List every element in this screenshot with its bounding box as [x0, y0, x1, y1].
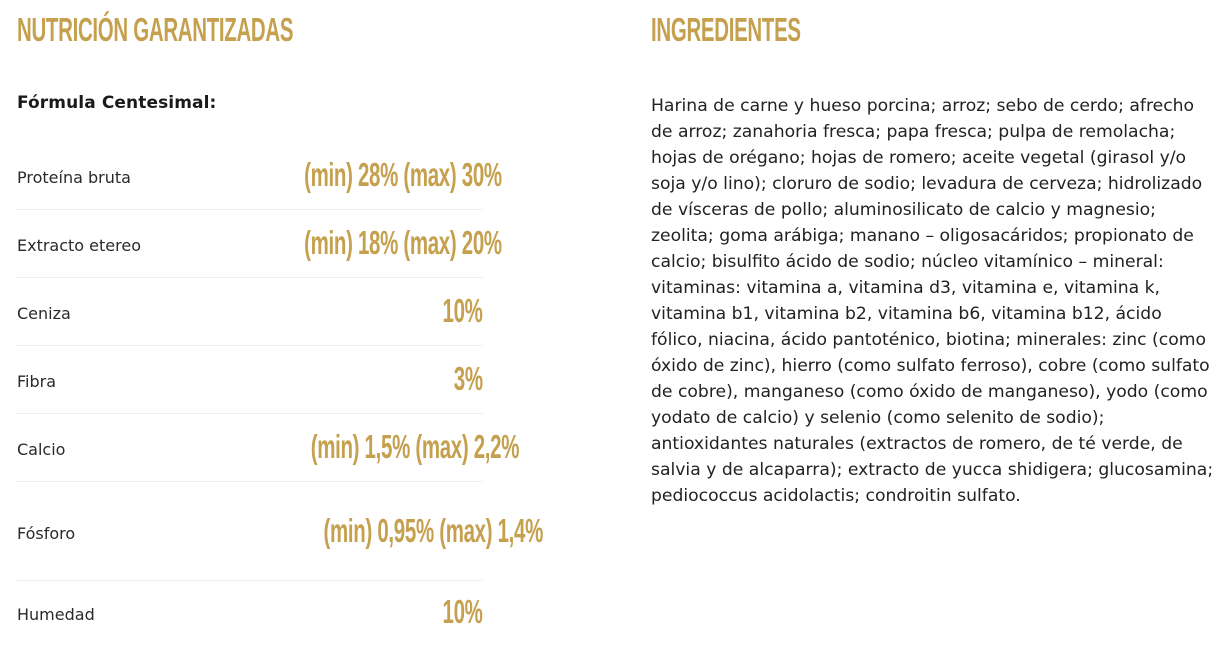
nutrition-row-proteina: Proteína bruta (min) 28% (max) 30% — [17, 142, 502, 210]
ingredients-heading: Ingredientes — [651, 11, 801, 48]
nutrient-label: Fibra — [17, 372, 57, 391]
nutrient-label: Proteína bruta — [17, 168, 131, 187]
nutrition-row-ceniza: Ceniza 10% — [17, 278, 483, 346]
nutrient-label: Humedad — [17, 604, 95, 624]
formula-subtitle: Fórmula Centesimal: — [17, 93, 217, 113]
nutrient-value: (min) 0,95% (max) 1,4% — [323, 511, 544, 549]
nutrition-table: Proteína bruta (min) 28% (max) 30% Extra… — [17, 142, 543, 643]
nutrient-value: (min) 28% (max) 30% — [304, 156, 502, 193]
nutrient-value: 3% — [454, 360, 483, 397]
nutrient-label: Fósforo — [17, 523, 76, 543]
nutrient-value: 10% — [442, 592, 483, 630]
nutrient-label: Calcio — [17, 440, 66, 459]
nutrient-value: (min) 18% (max) 20% — [304, 224, 502, 261]
nutrient-value: (min) 1,5% (max) 2,2% — [310, 428, 520, 465]
nutrition-row-fibra: Fibra 3% — [17, 346, 483, 414]
nutrition-heading: Nutrición garantizadas — [17, 11, 294, 48]
nutrition-row-calcio: Calcio (min) 1,5% (max) 2,2% — [17, 414, 519, 482]
nutrition-row-fosforo: Fósforo (min) 0,95% (max) 1,4% — [17, 482, 543, 581]
nutrient-value: 10% — [442, 292, 483, 329]
ingredients-text: Harina de carne y hueso porcina; arroz; … — [651, 96, 1214, 506]
nutrient-label: Extracto etereo — [17, 236, 141, 255]
nutrition-row-extracto: Extracto etereo (min) 18% (max) 20% — [17, 210, 502, 278]
nutrient-label: Ceniza — [17, 304, 71, 323]
nutrition-row-humedad: Humedad 10% — [17, 581, 483, 643]
